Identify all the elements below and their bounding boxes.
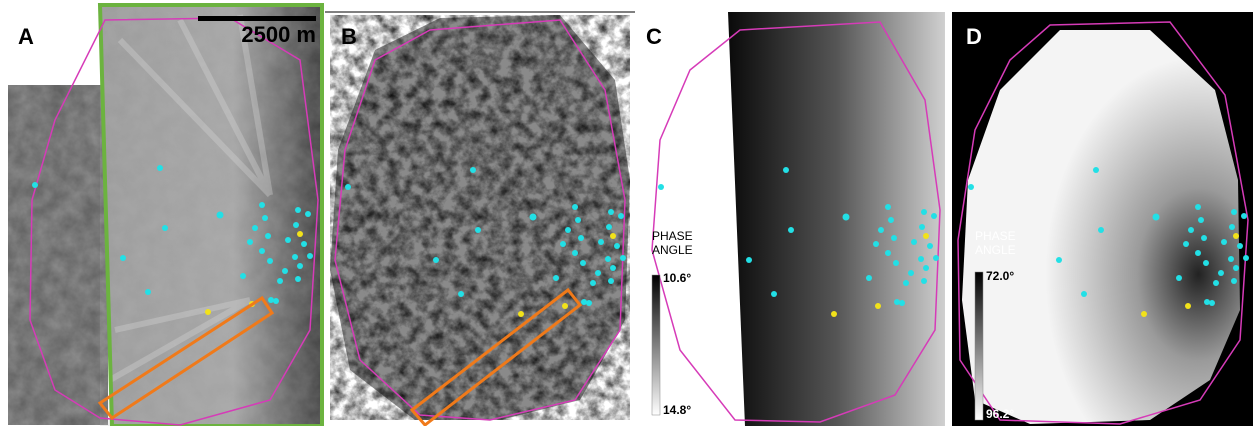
panel-label: A (18, 24, 34, 49)
panel-d: PHASE ANGLE 72.0° 96.2° D (952, 12, 1253, 426)
colorbar-title: PHASE (975, 229, 1016, 243)
colorbar-title: PHASE (652, 229, 693, 243)
figure: 2500 m A B PHASE ANGLE 10.6° 14.8° C PHA… (0, 0, 1253, 426)
colorbar-top: 72.0° (986, 269, 1014, 283)
colorbar-title: ANGLE (975, 243, 1016, 257)
colorbar-top: 10.6° (663, 271, 691, 285)
panel-a: 2500 m A (8, 5, 322, 426)
colorbar (652, 275, 660, 415)
panel-label: C (646, 24, 662, 49)
page: 2500 m A B PHASE ANGLE 10.6° 14.8° C PHA… (0, 0, 1253, 426)
panel-label: B (341, 24, 357, 49)
panel-b: B (325, 12, 635, 425)
colorbar (975, 272, 983, 420)
phase-image (728, 12, 945, 426)
colorbar-bottom: 96.2° (986, 407, 1014, 421)
colorbar-title: ANGLE (652, 243, 693, 257)
panel-label: D (966, 24, 982, 49)
texture (100, 5, 322, 426)
panel-c: PHASE ANGLE 10.6° 14.8° C (646, 12, 945, 426)
scale-label: 2500 m (241, 22, 316, 47)
colorbar-bottom: 14.8° (663, 403, 691, 417)
texture (8, 85, 108, 425)
scale-bar (198, 16, 316, 21)
